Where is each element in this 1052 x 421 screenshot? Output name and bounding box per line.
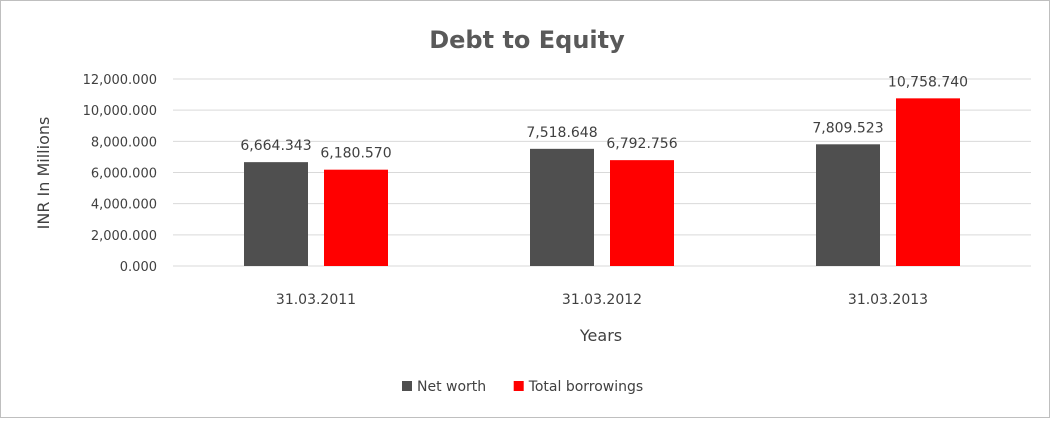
bars <box>244 98 960 266</box>
y-tick-label: 8,000.000 <box>91 135 157 150</box>
legend-label: Net worth <box>417 379 486 395</box>
y-tick-label: 10,000.000 <box>83 104 157 119</box>
data-labels: 6,664.343 6,180.570 7,518.648 6,792.756 7,80… <box>240 74 968 161</box>
data-label: 7,518.648 <box>526 125 597 141</box>
y-tick-label: 4,000.000 <box>91 198 157 213</box>
bar-total-borrowings <box>610 160 674 266</box>
data-label: 6,664.343 <box>240 138 311 154</box>
y-axis-title: INR In Millions <box>34 117 53 230</box>
x-category-label: 31.03.2013 <box>848 292 928 308</box>
x-axis-categories: 31.03.2011 31.03.2012 31.03.2013 <box>276 292 928 308</box>
y-tick-label: 2,000.000 <box>91 229 157 244</box>
chart-title: Debt to Equity <box>429 26 625 54</box>
bar-net-worth <box>244 162 308 266</box>
legend-swatch <box>402 381 412 391</box>
data-label: 10,758.740 <box>888 74 968 90</box>
x-category-label: 31.03.2011 <box>276 292 356 308</box>
legend: Net worth Total borrowings <box>402 379 643 395</box>
bar-total-borrowings <box>324 169 388 266</box>
bar-net-worth <box>530 148 594 266</box>
bar-total-borrowings <box>896 98 960 266</box>
data-label: 7,809.523 <box>812 120 883 136</box>
y-tick-label: 12,000.000 <box>83 73 157 88</box>
data-label: 6,792.756 <box>606 136 677 152</box>
y-tick-label: 0.000 <box>120 260 157 275</box>
legend-label: Total borrowings <box>528 379 644 395</box>
y-tick-label: 6,000.000 <box>91 167 157 182</box>
gridlines <box>173 78 1031 267</box>
bar-net-worth <box>816 144 880 266</box>
x-axis-title: Years <box>579 326 622 345</box>
x-category-label: 31.03.2012 <box>562 292 642 308</box>
legend-swatch <box>513 381 524 391</box>
data-label: 6,180.570 <box>320 146 391 162</box>
y-axis-ticks: 0.000 2,000.000 4,000.000 6,000.000 8,000.00… <box>83 73 157 275</box>
